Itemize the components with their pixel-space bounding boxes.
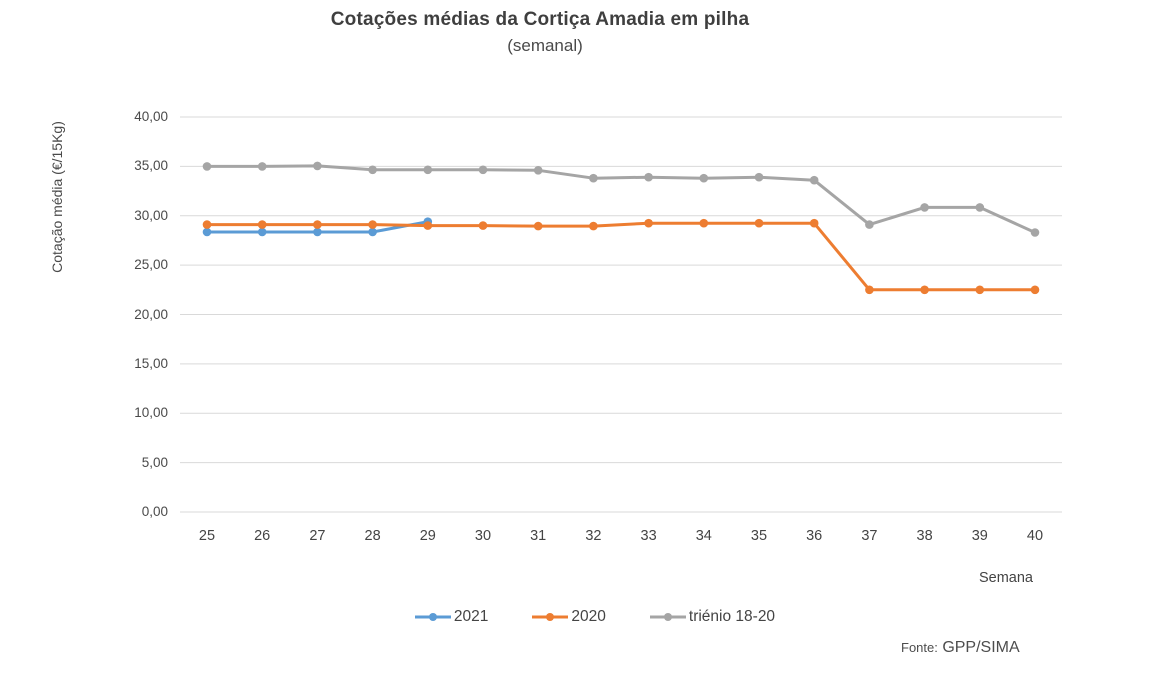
data-point xyxy=(533,166,543,175)
data-point xyxy=(865,220,874,229)
x-tick-label: 31 xyxy=(530,528,547,544)
x-tick-label: 36 xyxy=(806,528,823,544)
y-tick-label: 25,00 xyxy=(134,257,168,273)
plot-area xyxy=(180,116,1062,513)
data-point xyxy=(809,175,819,185)
x-tick-label: 28 xyxy=(364,528,381,544)
x-tick-label: 35 xyxy=(750,528,768,544)
data-point xyxy=(478,165,488,175)
data-point xyxy=(589,173,598,183)
series-line-2020 xyxy=(205,221,1037,292)
data-point xyxy=(202,220,212,229)
source-name: GPP/SIMA xyxy=(942,639,1020,656)
data-point xyxy=(1030,285,1040,295)
data-point xyxy=(257,162,267,171)
x-tick-label: 38 xyxy=(916,528,933,544)
y-tick-label: 10,00 xyxy=(134,405,168,421)
y-tick-label: 40,00 xyxy=(134,109,168,124)
data-point xyxy=(368,165,377,175)
data-point xyxy=(257,220,267,229)
data-point xyxy=(920,285,929,295)
data-point xyxy=(423,165,433,175)
data-point xyxy=(699,173,709,183)
legend-marker-icon xyxy=(649,613,686,621)
chart-title: Cotações médias da Cortiça Amadia em pil… xyxy=(330,9,750,30)
data-point xyxy=(754,218,764,228)
data-point xyxy=(699,218,709,228)
y-tick-label: 35,00 xyxy=(134,158,168,174)
x-tick-label: 32 xyxy=(585,528,602,544)
x-axis-title: Semana xyxy=(978,570,1033,586)
y-axis-title-text: Cotação média (€/15Kg) xyxy=(49,121,65,273)
x-tick-label: 25 xyxy=(198,528,216,544)
data-point xyxy=(368,220,377,229)
legend-label: 2021 xyxy=(453,608,489,625)
data-point xyxy=(754,172,764,182)
data-point xyxy=(920,203,929,212)
data-point xyxy=(644,218,653,228)
x-tick-label: 37 xyxy=(861,528,878,544)
legend-label: 2020 xyxy=(571,608,606,625)
y-tick-label: 30,00 xyxy=(134,207,168,223)
x-tick-label: 26 xyxy=(254,528,271,544)
data-point xyxy=(202,227,212,237)
source-label: Fonte: xyxy=(901,640,938,655)
series-line-triénio-18-20 xyxy=(205,164,1037,234)
data-point xyxy=(975,285,985,295)
data-point xyxy=(533,221,543,231)
y-tick-label: 0,00 xyxy=(141,504,168,519)
chart-legend: 2021 2020 triénio 18-20 xyxy=(0,608,1175,626)
legend-item-2020: 2020 xyxy=(532,608,606,626)
data-point xyxy=(865,285,874,295)
data-point xyxy=(975,203,985,212)
data-point xyxy=(423,221,433,230)
legend-item-triénio-18-20: triénio 18-20 xyxy=(649,608,776,626)
data-point xyxy=(313,161,322,171)
data-point xyxy=(589,221,598,231)
x-tick-label: 27 xyxy=(309,528,326,544)
x-tick-label: 34 xyxy=(695,528,712,544)
data-point xyxy=(313,227,322,237)
data-point xyxy=(202,162,212,171)
data-point xyxy=(809,218,819,228)
legend-marker-icon xyxy=(532,613,569,621)
data-point xyxy=(478,221,488,230)
data-point xyxy=(313,220,322,229)
x-tick-label: 30 xyxy=(474,528,492,544)
legend-label: triénio 18-20 xyxy=(688,608,776,625)
x-tick-label: 29 xyxy=(419,528,436,544)
y-tick-label: 15,00 xyxy=(134,355,168,371)
x-tick-label: 33 xyxy=(640,528,657,544)
legend-item-2021: 2021 xyxy=(414,608,489,626)
data-point xyxy=(644,172,653,182)
data-point xyxy=(257,227,267,237)
data-point xyxy=(1030,228,1040,237)
y-tick-label: 20,00 xyxy=(134,306,168,322)
source-note: Fonte: GPP/SIMA xyxy=(901,639,1020,657)
y-tick-label: 5,00 xyxy=(141,454,168,470)
data-point xyxy=(368,227,377,237)
chart-subtitle: (semanal) xyxy=(507,36,583,55)
x-tick-label: 40 xyxy=(1026,528,1044,544)
legend-marker-icon xyxy=(414,613,451,621)
x-tick-label: 39 xyxy=(971,528,988,544)
